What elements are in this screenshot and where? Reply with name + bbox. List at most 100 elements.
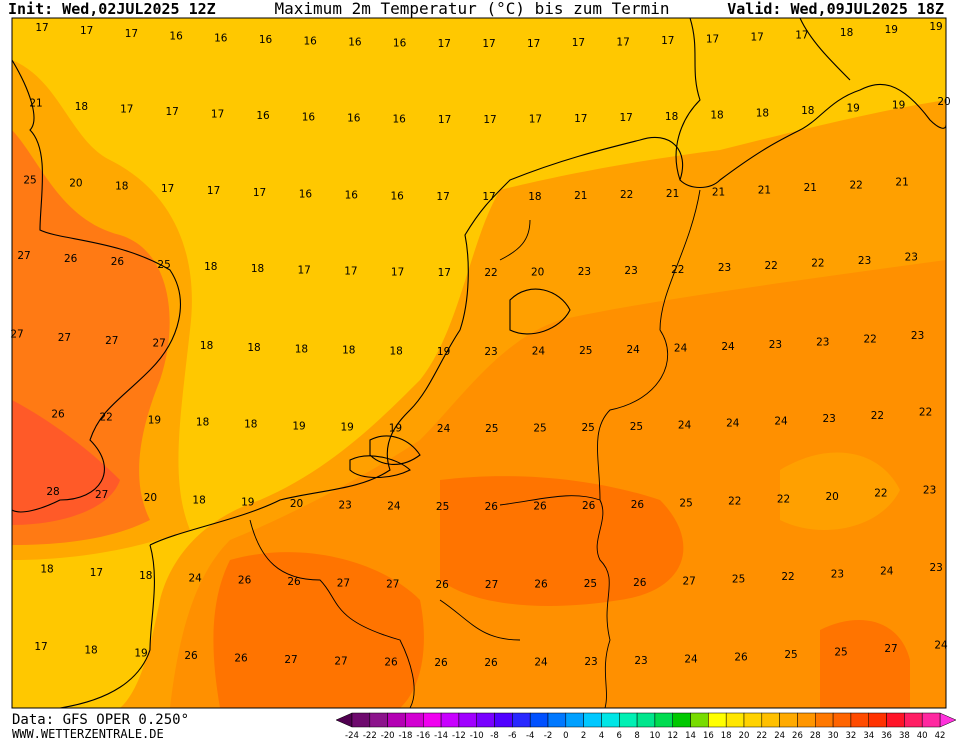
temperature-label: 24 [678,420,692,432]
temperature-label: 17 [529,114,542,126]
temperature-label: 26 [582,500,596,512]
colorbar-tick-label: 24 [774,731,785,741]
temperature-label: 17 [661,35,674,47]
colorbar-tick-label: 40 [917,731,928,741]
temperature-label: 27 [105,335,118,347]
colorbar-tick-label: -4 [526,731,534,741]
map [12,18,946,708]
temperature-label: 24 [684,653,698,665]
temperature-label: 23 [930,562,943,574]
temperature-label: 16 [169,30,183,42]
temperature-label: 17 [211,108,224,120]
temperature-label: 24 [534,657,548,669]
temperature-label: 17 [483,114,496,126]
colorbar-box [743,712,763,728]
temperature-label: 22 [671,264,684,276]
temperature-label: 27 [58,332,71,344]
temperature-label: 25 [533,423,546,435]
temperature-label: 22 [728,496,741,508]
colorbar-box [565,712,584,728]
colorbar-box [529,712,549,728]
temperature-label: 24 [934,639,948,651]
temperature-label: 26 [484,657,498,669]
temperature-label: 20 [290,498,303,510]
temperature-label: 23 [858,255,871,267]
temperature-label: 26 [287,576,301,588]
temperature-label: 27 [386,578,399,590]
temperature-label: 17 [795,29,808,41]
colorbar-tick-label: 42 [935,731,946,741]
coastline [675,18,701,181]
temperature-label: 27 [284,654,297,666]
temperature-label: 21 [29,98,42,110]
colorbar-box [636,712,656,728]
temperature-label: 16 [347,113,361,125]
temperature-label: 17 [574,113,587,125]
temperature-label: 18 [75,101,88,113]
temperature-label: 20 [69,178,82,190]
temperature-label: 18 [801,105,814,117]
temperature-label: 21 [712,186,725,198]
temperature-label: 25 [679,497,692,509]
temperature-label: 26 [384,656,398,668]
temperature-label: 25 [584,578,597,590]
temperature-label: 23 [578,266,591,278]
colorbar-box [761,712,780,728]
temperature-label: 27 [17,250,30,262]
colorbar-tick-label: 4 [599,731,604,741]
temperature-label: 27 [884,643,897,655]
temperature-label: 18 [390,345,403,357]
colorbar-box [369,712,388,728]
temperature-label: 26 [533,501,547,513]
temperature-label: 24 [437,423,451,435]
temperature-label: 19 [341,422,354,434]
temperature-label: 23 [718,262,731,274]
temperature-label: 18 [247,342,260,354]
temperature-label: 24 [774,416,788,428]
temperature-label: 18 [840,27,853,39]
temperature-label: 17 [482,191,495,203]
colorbar-box [779,712,798,728]
temperature-label: 26 [51,408,65,420]
temperature-label: 17 [161,183,174,195]
temperature-label: 23 [905,252,918,264]
temperature-label: 17 [344,266,357,278]
coastline [59,544,155,708]
temp-zone [12,400,120,525]
colorbar-box [850,712,869,728]
temperature-label: 25 [579,345,592,357]
temperature-label: 17 [438,267,451,279]
colorbar-box [797,712,816,728]
temperature-label: 21 [758,184,771,196]
colorbar-tick-label: 6 [617,731,622,741]
temperature-label: 17 [438,114,451,126]
temperature-label: 18 [710,109,723,121]
colorbar-box [904,712,923,728]
temperature-label: 18 [115,180,128,192]
colorbar-box [619,712,638,728]
temperature-label: 16 [348,37,362,49]
colorbar-tick-label: -16 [416,731,430,741]
colorbar-arrow [939,712,957,728]
colorbar-box [921,712,941,728]
init-time: Init: Wed,02JUL2025 12Z [8,0,216,18]
temperature-label: 22 [874,488,887,500]
temperature-label: 23 [831,568,844,580]
temperature-label: 25 [784,649,797,661]
temperature-label: 18 [665,111,678,123]
temperature-label: 23 [769,339,782,351]
temperature-label: 23 [484,346,497,358]
colorbar-tick-label: -22 [363,731,377,741]
colorbar: -24 -22 -20 -18 -16 -14 -12 -10 -8 -6 -4 -2 0 2 4 6 8 10 1… [335,712,957,741]
temperature-label: 26 [534,579,548,591]
temperature-label: 21 [895,176,908,188]
colorbar-tick-label: -10 [470,731,484,741]
colorbar-tick-label: 12 [667,731,678,741]
temperature-label: 24 [532,346,546,358]
temperature-label: 17 [253,187,266,199]
colorbar-tick-label: -18 [399,731,413,741]
temperature-label: 22 [811,258,824,270]
colorbar-box [868,712,887,728]
temperature-label: 25 [485,423,498,435]
